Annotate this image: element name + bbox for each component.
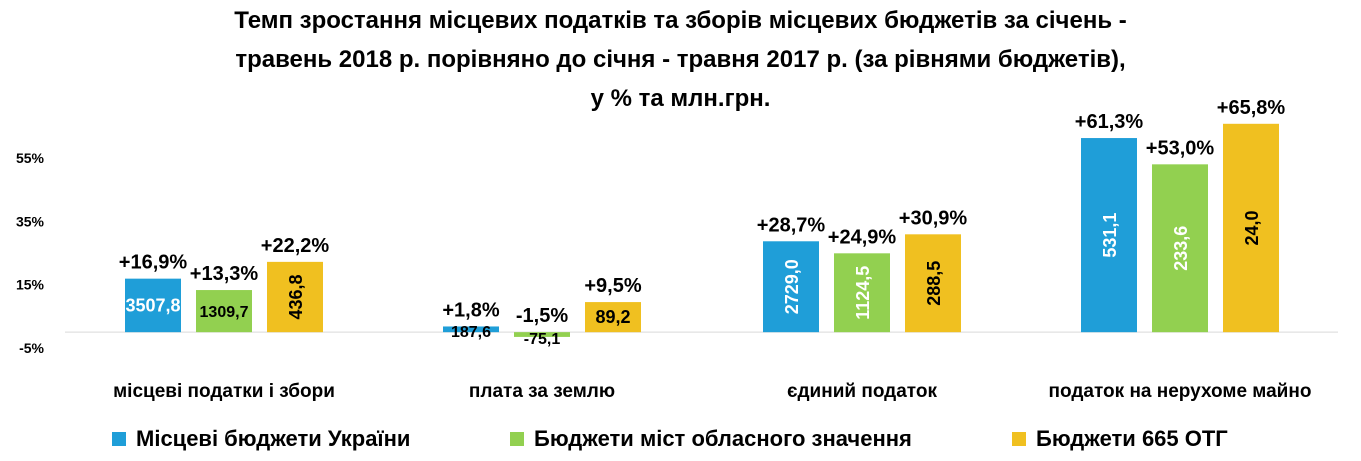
bar [763, 241, 819, 333]
legend-label-series-0: Місцеві бюджети України [136, 426, 411, 451]
bar [196, 290, 252, 333]
data-label-percent: +65,8% [1217, 97, 1286, 119]
legend-item-series-2: Бюджети 665 ОТГ [1012, 426, 1228, 452]
data-label-percent: +28,7% [757, 214, 826, 236]
data-label-percent: +30,9% [899, 207, 968, 229]
legend-item-series-1: Бюджети міст обласного значення [510, 426, 912, 452]
chart-title-line-3: у % та млн.грн. [590, 85, 771, 112]
data-label-amount: 288,5 [924, 261, 944, 306]
legend-swatch-series-0 [112, 432, 126, 446]
data-label-amount: 531,1 [1100, 213, 1120, 258]
legend-swatch-series-2 [1012, 432, 1026, 446]
data-label-percent: -1,5% [516, 305, 568, 327]
bar [905, 234, 961, 333]
data-label-amount: 233,6 [1171, 226, 1191, 271]
bar [834, 253, 890, 333]
data-label-percent: +1,8% [442, 299, 499, 321]
chart-title: Темп зростання місцевих податків та збор… [0, 0, 1361, 118]
bar [125, 278, 181, 333]
y-tick-label: -5% [19, 340, 44, 356]
chart-title-line-1: Темп зростання місцевих податків та збор… [234, 7, 1127, 34]
chart-legend: Місцеві бюджети України Бюджети міст обл… [0, 426, 1361, 458]
data-label-amount: 187,6 [451, 324, 491, 341]
legend-swatch-series-1 [510, 432, 524, 446]
bar [1223, 123, 1279, 333]
data-label-amount: 2729,0 [782, 259, 802, 314]
x-tick-label: плата за землю [469, 381, 615, 402]
y-tick-label: 55% [16, 150, 45, 166]
data-label-percent: +9,5% [584, 275, 641, 297]
data-label-percent: +16,9% [119, 252, 188, 274]
data-label-amount: 3507,8 [125, 295, 180, 315]
data-label-percent: +61,3% [1075, 111, 1144, 133]
x-tick-label: єдиний податок [787, 381, 937, 402]
data-label-amount: 1309,7 [200, 304, 249, 321]
bar [1152, 164, 1208, 333]
data-label-amount: 1124,5 [853, 266, 873, 320]
data-label-amount: 24,0 [1242, 210, 1262, 245]
data-label-percent: +13,3% [190, 263, 259, 285]
bar [585, 302, 641, 333]
bar [1081, 138, 1137, 333]
bar [443, 326, 499, 333]
bar [514, 332, 570, 337]
data-label-percent: +22,2% [261, 235, 330, 257]
data-label-amount: 436,8 [286, 274, 306, 319]
legend-item-series-0: Місцеві бюджети України [112, 426, 410, 452]
x-tick-label: податок на нерухоме майно [1049, 381, 1312, 402]
legend-label-series-1: Бюджети міст обласного значення [534, 426, 912, 451]
bar-chart: -5% 15% 35% 55% місцеві податки і збори плата… [16, 97, 1338, 402]
data-label-percent: +53,0% [1146, 137, 1215, 159]
data-label-amount: -75,1 [524, 331, 561, 348]
bar [267, 261, 323, 333]
y-tick-label: 15% [16, 277, 45, 293]
chart-title-line-2: травень 2018 р. порівняно до січня - тра… [235, 46, 1126, 73]
x-tick-label: місцеві податки і збори [113, 381, 335, 402]
y-tick-label: 35% [16, 213, 45, 229]
data-label-amount: 89,2 [595, 307, 630, 327]
data-label-percent: +24,9% [828, 226, 897, 248]
legend-label-series-2: Бюджети 665 ОТГ [1036, 426, 1228, 451]
